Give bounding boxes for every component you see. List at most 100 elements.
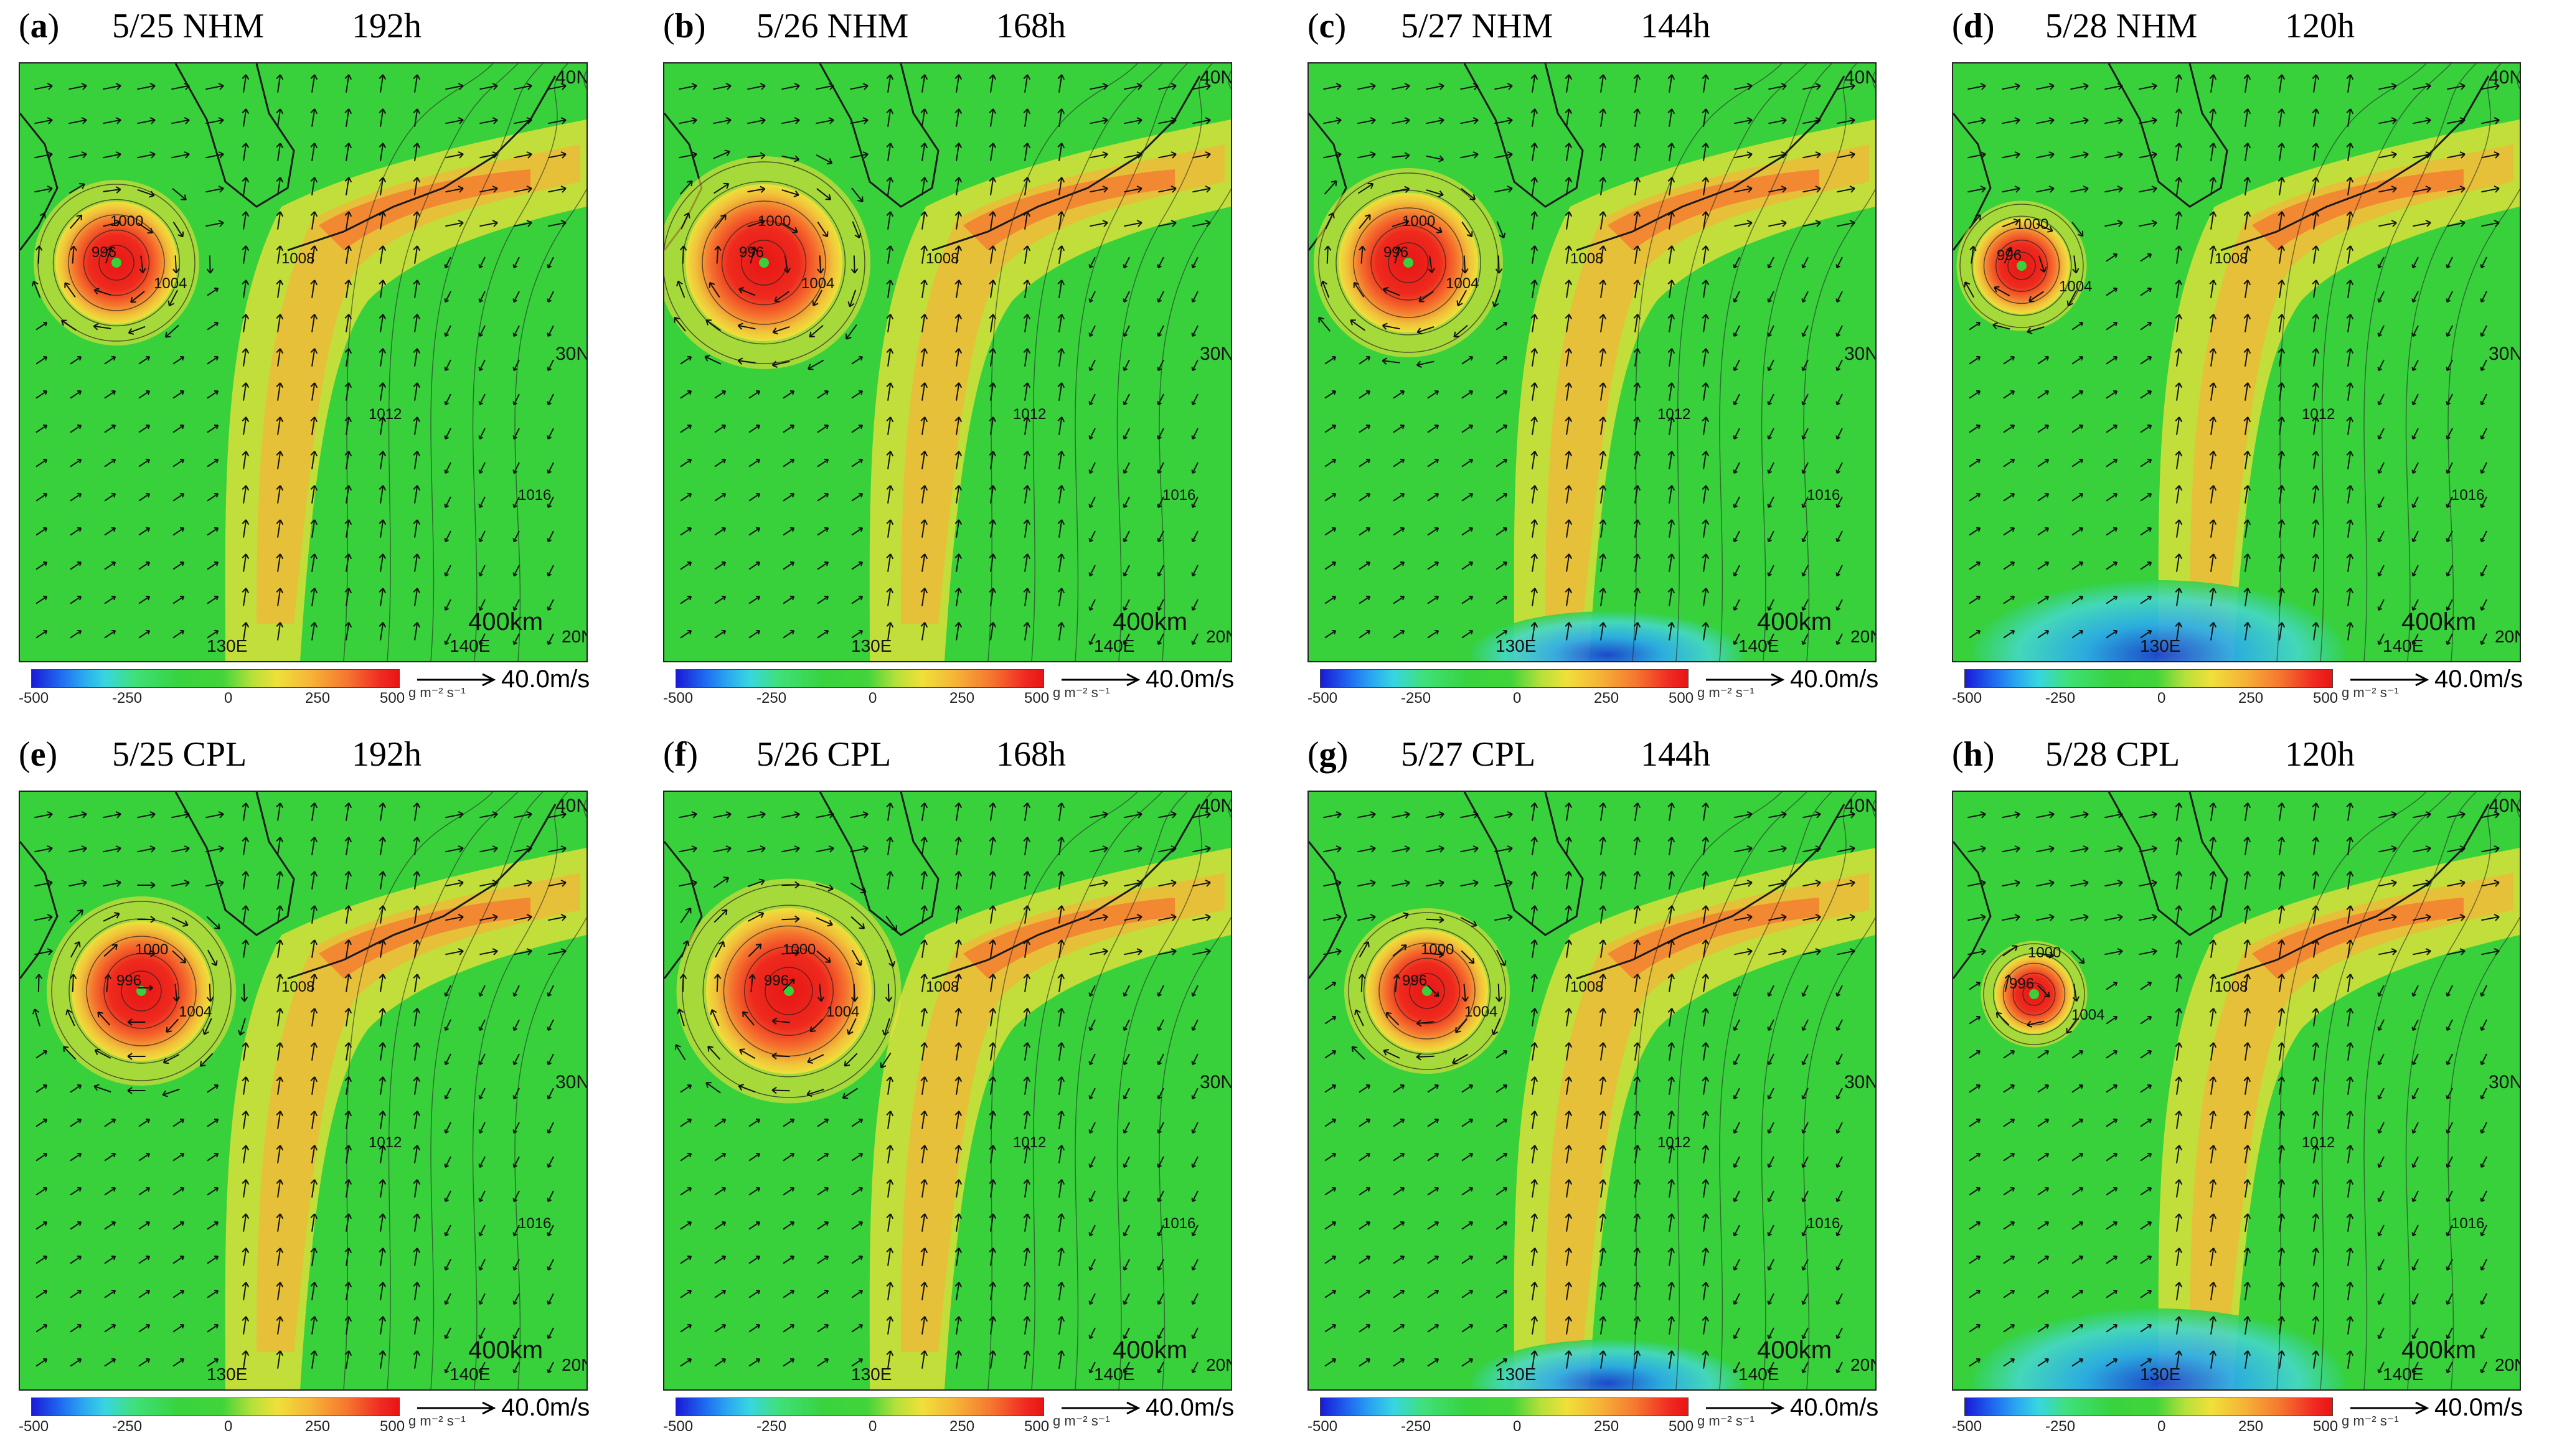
cyclone-isobar bbox=[702, 200, 826, 325]
wind-vectors bbox=[32, 802, 567, 1374]
map-label-scale: 400km bbox=[1757, 1336, 1832, 1364]
colorbar-ticks: -500 -250 0 250 500 bbox=[1307, 690, 1706, 708]
isobar-label: 996 bbox=[116, 972, 142, 989]
reference-arrow-icon bbox=[1706, 1401, 1785, 1415]
map-label-scale: 400km bbox=[2401, 1336, 2477, 1364]
coastline-china bbox=[1309, 841, 1347, 979]
cyclone-isobar bbox=[664, 161, 865, 364]
colorbar-ticks: -500 -250 0 250 500 bbox=[1952, 1418, 2350, 1437]
isobar-label: 1008 bbox=[2215, 250, 2248, 267]
cyclone-eye bbox=[111, 258, 121, 268]
map-label-lon-140: 140E bbox=[1094, 1364, 1135, 1384]
map-label-lat-40: 40N bbox=[2489, 67, 2521, 88]
coastline-china bbox=[20, 113, 59, 251]
colorbar bbox=[1320, 669, 1689, 688]
panel-lead-time: 192h bbox=[352, 7, 422, 45]
colorbar-tick-label: 250 bbox=[2238, 690, 2264, 707]
isobar-label: 1016 bbox=[1162, 1215, 1196, 1232]
isobar-label: 1004 bbox=[801, 275, 835, 292]
map-label-lon-140: 140E bbox=[1738, 1364, 1779, 1384]
isobar-label: 1016 bbox=[2451, 487, 2485, 504]
isobar bbox=[1159, 799, 1231, 1389]
isobar bbox=[387, 792, 519, 1389]
vector-reference-label: 40.0m/s bbox=[2434, 1394, 2523, 1421]
colorbar-tick-label: 0 bbox=[224, 690, 233, 707]
isobar-label: 1004 bbox=[1446, 275, 1479, 292]
map-label-scale: 400km bbox=[1113, 608, 1188, 636]
panel-date: 5/27 CPL bbox=[1401, 735, 1536, 774]
isobar bbox=[1031, 792, 1163, 1389]
panel-lead-time: 120h bbox=[2285, 735, 2355, 774]
map-label-lat-40: 40N bbox=[555, 796, 588, 816]
wind-vectors bbox=[1318, 74, 1855, 646]
cyclone-isobar bbox=[1993, 953, 2075, 1035]
map-label-lat-20: 20N bbox=[1850, 1355, 1875, 1374]
map-label-lat-40: 40N bbox=[555, 67, 588, 88]
colorbar-tick-label: 0 bbox=[224, 1418, 233, 1435]
map-label-lat-40: 40N bbox=[1200, 796, 1232, 816]
panel-date: 5/25 NHM bbox=[112, 7, 265, 45]
cyclone-isobar bbox=[1363, 927, 1491, 1055]
map-label-scale: 400km bbox=[468, 1336, 544, 1364]
isobar-label: 996 bbox=[764, 972, 789, 989]
vector-reference: 40.0m/s bbox=[414, 1391, 619, 1429]
colorbar-tick-label: 250 bbox=[2238, 1418, 2264, 1435]
cyclone-isobar bbox=[2007, 251, 2036, 280]
isobar bbox=[430, 63, 544, 661]
isobar bbox=[1075, 63, 1188, 661]
map-label-lat-30: 30N bbox=[1844, 1072, 1877, 1092]
isobar-label: 1016 bbox=[1807, 487, 1840, 504]
colorbar bbox=[1964, 1397, 2333, 1416]
flux-max-band bbox=[2252, 898, 2464, 979]
isobar bbox=[2405, 792, 2502, 1389]
coastline-china bbox=[20, 841, 59, 979]
cyclone-isobar bbox=[86, 936, 197, 1046]
flux-max-band bbox=[2252, 169, 2464, 250]
isobar-label: 1000 bbox=[758, 213, 791, 230]
isobar-label: 1004 bbox=[179, 1003, 212, 1020]
panel-date: 5/28 CPL bbox=[2045, 735, 2180, 774]
isobar-label: 1012 bbox=[1657, 406, 1691, 423]
panel-title: (f) 5/26 CPL 168h bbox=[663, 735, 1066, 774]
map-label-lat-40: 40N bbox=[1200, 67, 1232, 88]
vector-reference: 40.0m/s bbox=[1058, 663, 1264, 700]
colorbar-tick-label: 500 bbox=[2313, 690, 2339, 707]
colorbar-tick-label: 0 bbox=[2157, 690, 2166, 707]
isobar bbox=[2447, 70, 2520, 661]
map-label-lon-130: 130E bbox=[207, 636, 248, 655]
isobar-label: 1012 bbox=[1013, 1134, 1047, 1151]
colorbar-ticks: -500 -250 0 250 500 bbox=[1952, 690, 2350, 708]
wind-vectors bbox=[31, 74, 567, 646]
cyclone-isobar bbox=[83, 229, 150, 296]
colorbar-tick-label: -250 bbox=[112, 1418, 143, 1435]
colorbar-ticks: -500 -250 0 250 500 bbox=[663, 1418, 1062, 1437]
divergence-region bbox=[1972, 1308, 2345, 1389]
panel-date: 5/26 CPL bbox=[756, 735, 892, 774]
vector-reference-label: 40.0m/s bbox=[2434, 665, 2523, 693]
cyclone-eye bbox=[2017, 261, 2027, 271]
colorbar-tick-label: 250 bbox=[949, 1418, 975, 1435]
panel-label: (a) bbox=[19, 7, 60, 45]
reference-arrow-icon bbox=[2350, 673, 2429, 687]
reference-arrow-icon bbox=[417, 673, 496, 687]
vector-reference-label: 40.0m/s bbox=[501, 665, 590, 693]
cyclone-isobar bbox=[1388, 242, 1429, 283]
map-label-scale: 400km bbox=[1113, 1336, 1188, 1364]
panel-lead-time: 144h bbox=[1641, 7, 1710, 45]
cyclone-isobar bbox=[1348, 912, 1506, 1070]
cyclone-isobar bbox=[2022, 982, 2046, 1006]
colorbar-tick-label: 0 bbox=[869, 1418, 877, 1435]
cyclone-isobar bbox=[1959, 204, 2084, 328]
isobar-label: 1012 bbox=[1013, 406, 1047, 423]
cyclone-isobar bbox=[1995, 240, 2048, 292]
reference-arrow-icon bbox=[1062, 673, 1141, 687]
colorbar-tick-label: 250 bbox=[305, 1418, 331, 1435]
isobar-label: 1000 bbox=[135, 941, 169, 958]
panel-label: (b) bbox=[663, 7, 706, 45]
